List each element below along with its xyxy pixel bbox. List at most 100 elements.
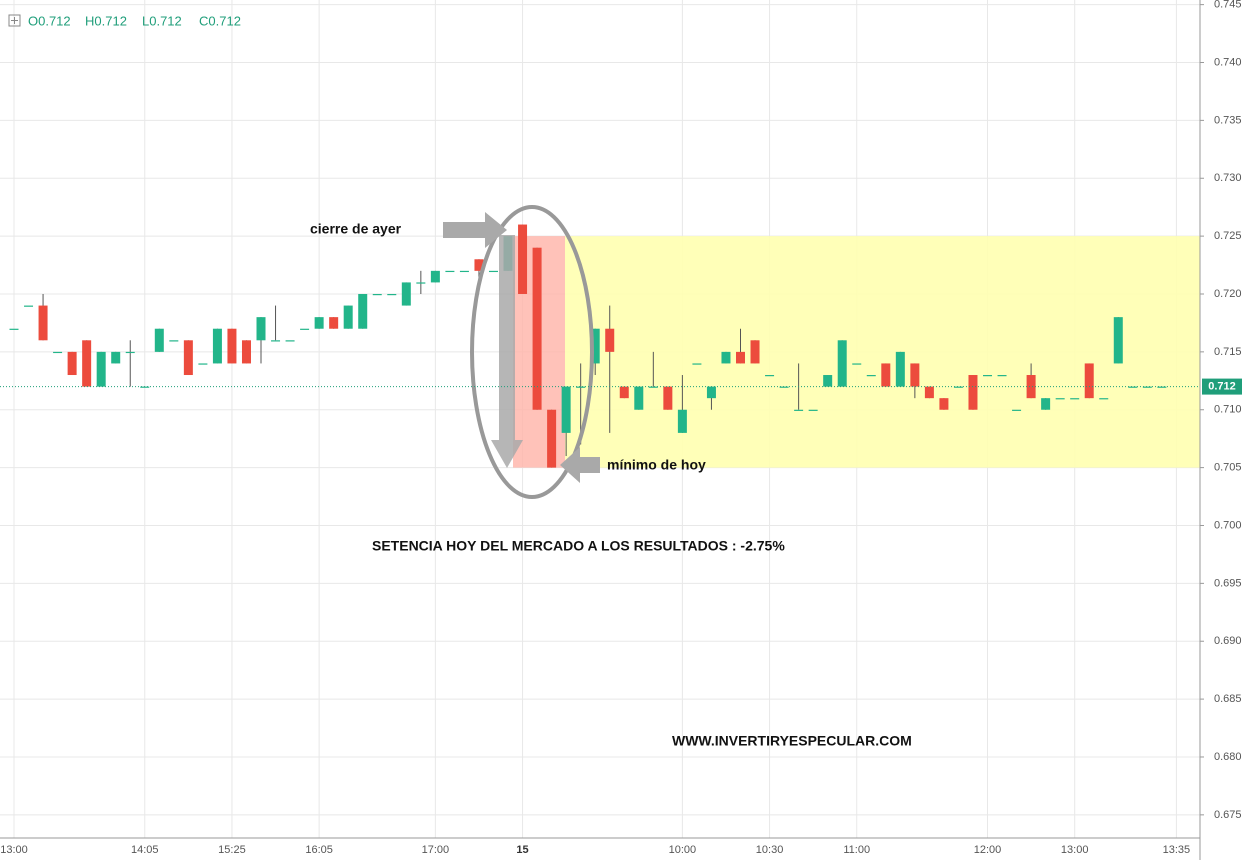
annotation: mínimo de hoy [607, 457, 706, 473]
expand-icon-plus [11, 17, 18, 24]
candle-body [198, 363, 208, 365]
candle-body [808, 409, 818, 411]
x-tick-label: 16:05 [305, 844, 333, 856]
y-tick-label: 0.700 [1214, 519, 1242, 531]
candle-body [271, 340, 281, 342]
candle-body [866, 375, 876, 377]
annotation: WWW.INVERTIRYESPECULAR.COM [672, 733, 912, 749]
y-tick-label: 0.725 [1214, 230, 1242, 242]
candle-body [953, 386, 963, 388]
candle-body [125, 351, 135, 354]
bands [513, 236, 1200, 468]
candle-body [416, 282, 426, 284]
candle-body [430, 270, 440, 283]
candle-body [837, 340, 847, 387]
candle-body [372, 293, 382, 296]
y-tick-label: 0.735 [1214, 114, 1242, 126]
y-tick-label: 0.705 [1214, 462, 1242, 474]
candle-body [677, 409, 687, 433]
candle-body [852, 363, 862, 365]
y-tick-label: 0.740 [1214, 56, 1242, 68]
candle-body [692, 363, 702, 365]
candle-body [706, 386, 716, 399]
arrow-right [443, 212, 507, 248]
candle-body [300, 328, 310, 330]
candle-body [1099, 398, 1109, 400]
candle-body [96, 351, 106, 387]
candle-body [561, 386, 571, 433]
x-tick-label: 13:35 [1163, 844, 1191, 856]
x-tick-label: 14:05 [131, 844, 159, 856]
candles [9, 224, 1167, 468]
y-tick-label: 0.690 [1214, 635, 1242, 647]
expand-icon[interactable] [8, 14, 21, 27]
candle-body [910, 363, 920, 387]
x-tick-label: 17:00 [422, 844, 450, 856]
candle-body [314, 317, 324, 329]
candle-body [387, 293, 397, 296]
candle-body [53, 351, 63, 354]
candle-body [605, 328, 615, 352]
highlight-ellipse [470, 205, 594, 499]
candle-body [765, 375, 775, 377]
y-tick-label: 0.745 [1214, 0, 1242, 11]
candle-body [648, 386, 658, 388]
candle-body [459, 270, 469, 273]
candle-body [82, 340, 92, 387]
candle-body [532, 247, 542, 410]
candle-body [343, 305, 353, 329]
y-tick-label: 0.695 [1214, 577, 1242, 589]
candle-body [1128, 386, 1138, 388]
ohlc-header: O0.712 H0.712 L0.712 C0.712 [28, 13, 241, 28]
candle-body [997, 375, 1007, 377]
candle-body [736, 351, 745, 364]
candle-body [38, 305, 48, 341]
x-tick-label: 13:00 [1061, 844, 1089, 856]
last-price-label: 0.712 [1208, 380, 1236, 392]
y-tick-label: 0.715 [1214, 346, 1242, 358]
candle-body [474, 259, 484, 271]
x-tick-label: 15 [516, 844, 528, 856]
candle-body [488, 270, 498, 273]
candle-body [823, 375, 833, 387]
candle-body [241, 340, 251, 364]
candle-body [401, 282, 411, 306]
candle-body [895, 351, 905, 387]
y-tick-label: 0.730 [1214, 172, 1242, 184]
candle-body [1055, 398, 1065, 400]
last-price-tag [1202, 378, 1242, 395]
candle-body [1012, 409, 1022, 411]
candle-body [1142, 386, 1152, 388]
candle-body [140, 386, 150, 388]
candle-body [968, 375, 978, 410]
x-tick-label: 15:25 [218, 844, 246, 856]
candle-body [779, 386, 789, 388]
arrow-left [560, 447, 600, 483]
x-tick-label: 10:00 [669, 844, 697, 856]
candle-body [1113, 317, 1123, 364]
candle-body [881, 363, 891, 387]
candle-body [619, 386, 629, 399]
candle-body [750, 340, 760, 364]
candle-body [663, 386, 673, 410]
candle-body [634, 386, 644, 410]
candle-body [547, 409, 557, 468]
candle-body [227, 328, 237, 364]
x-tick-label: 12:00 [974, 844, 1002, 856]
candle-body [518, 224, 528, 294]
candle-body [169, 340, 179, 342]
ohlc-value: L0.712 [142, 13, 182, 28]
candle-body [576, 386, 586, 388]
arrow-down [491, 235, 523, 468]
candle-body [358, 293, 368, 329]
candle-body [794, 409, 804, 411]
candle-body [183, 340, 193, 376]
ohlc-value: H0.712 [85, 13, 127, 28]
y-tick-label: 0.675 [1214, 809, 1242, 821]
candle-body [67, 351, 77, 376]
x-tick-label: 11:00 [843, 844, 870, 856]
candle-body [445, 270, 455, 273]
candle-body [1157, 386, 1167, 388]
y-tick-label: 0.685 [1214, 693, 1242, 705]
